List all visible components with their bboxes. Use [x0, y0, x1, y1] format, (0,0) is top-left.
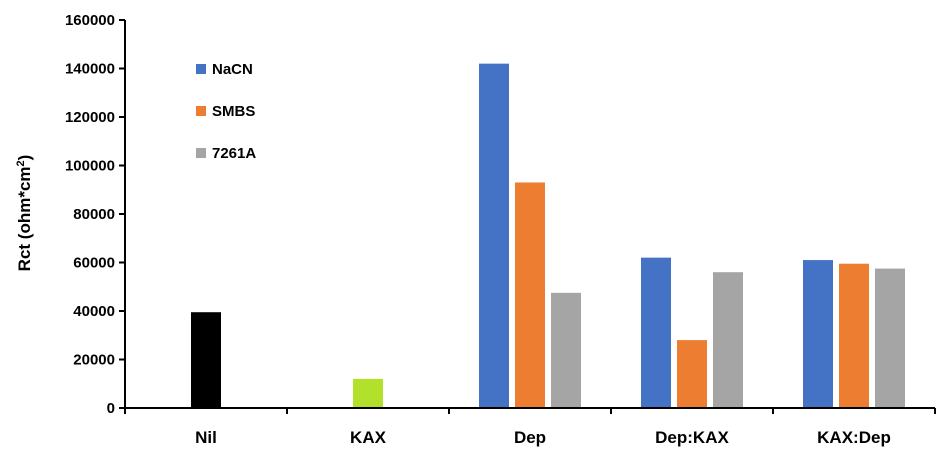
x-axis-labels: Nil KAX Dep Dep:KAX KAX:Dep	[195, 428, 891, 447]
x-category-label: Dep	[514, 428, 546, 447]
y-tick-label: 100000	[65, 158, 115, 175]
bar-7261a-dep-kax	[713, 272, 743, 408]
bar-7261a-kax-dep	[875, 268, 905, 408]
bar-nacn-dep-kax	[641, 257, 671, 408]
x-category-label: KAX	[350, 428, 387, 447]
y-axis-title-superscript: 2	[15, 160, 27, 166]
y-tick-label: 0	[107, 400, 115, 417]
y-tick-label: 160000	[65, 12, 115, 29]
legend-label-7261a: 7261A	[212, 145, 256, 162]
bar-smbs-dep	[515, 182, 545, 408]
bar-7261a-dep	[551, 292, 581, 408]
y-tick-label: 60000	[73, 255, 115, 272]
y-tick-label: 40000	[73, 303, 115, 320]
legend: NaCN SMBS 7261A	[196, 61, 256, 162]
legend-swatch-smbs	[196, 106, 206, 116]
legend-label-nacn: NaCN	[212, 61, 253, 78]
axes	[124, 20, 936, 414]
x-category-label: Nil	[195, 428, 217, 447]
bar-kax	[353, 378, 383, 408]
legend-label-smbs: SMBS	[212, 103, 255, 120]
x-category-label: Dep:KAX	[655, 428, 729, 447]
bar-smbs-kax-dep	[839, 263, 869, 408]
bar-smbs-dep-kax	[677, 340, 707, 408]
x-category-label: KAX:Dep	[817, 428, 891, 447]
y-tick-label: 120000	[65, 109, 115, 126]
y-axis-title-main: Rct (ohm*cm	[15, 166, 34, 271]
y-axis-ticks: 0 20000 40000 60000 80000 100000 120000 140000 1…	[65, 12, 125, 417]
legend-swatch-7261a	[196, 148, 206, 158]
bar-nacn-dep	[479, 63, 509, 409]
bars	[191, 63, 905, 409]
y-tick-label: 80000	[73, 206, 115, 223]
legend-swatch-nacn	[196, 64, 206, 74]
bar-nil	[191, 312, 221, 408]
y-tick-label: 20000	[73, 352, 115, 369]
bar-nacn-kax-dep	[803, 260, 833, 408]
y-axis-title: Rct (ohm*cm2)	[15, 155, 34, 272]
y-tick-label: 140000	[65, 61, 115, 78]
y-axis-title-end: )	[15, 155, 34, 161]
